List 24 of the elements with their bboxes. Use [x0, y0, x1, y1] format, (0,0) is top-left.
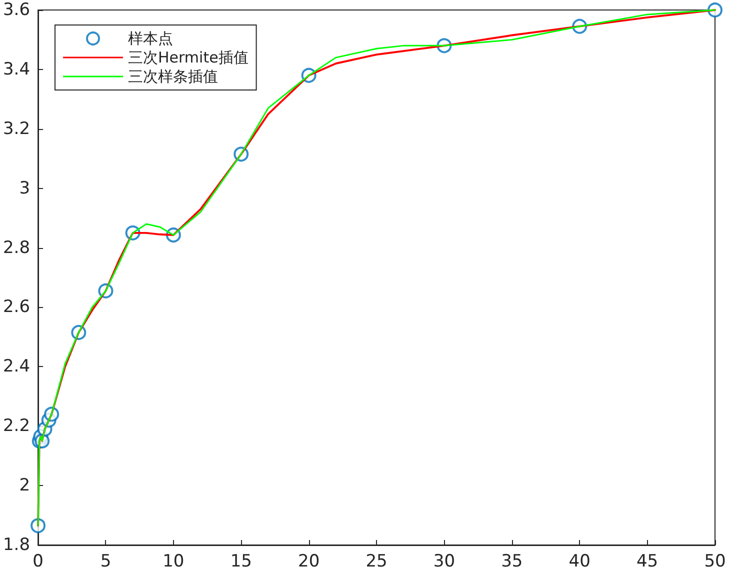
- y-tick-label: 2.8: [2, 238, 30, 258]
- x-tick-label: 50: [704, 552, 726, 572]
- y-tick-label: 3.4: [2, 59, 30, 80]
- x-tick-label: 15: [230, 552, 252, 572]
- legend-label: 样本点: [128, 30, 173, 48]
- y-tick-label: 1.8: [2, 535, 30, 555]
- x-tick-label: 0: [32, 552, 44, 572]
- x-tick-label: 25: [366, 552, 388, 572]
- x-tick-label: 5: [100, 552, 112, 572]
- y-tick-label: 2.4: [2, 356, 30, 377]
- y-tick-label: 3: [19, 178, 30, 198]
- y-tick-label: 2: [19, 476, 30, 496]
- x-tick-label: 10: [162, 552, 184, 572]
- y-tick-label: 2.6: [2, 297, 30, 318]
- legend-label: 三次样条插值: [128, 68, 218, 86]
- y-tick-label: 3.2: [2, 118, 30, 139]
- x-tick-label: 20: [298, 552, 320, 572]
- x-tick-label: 35: [501, 552, 523, 572]
- y-tick-label: 2.2: [2, 416, 30, 436]
- x-tick-label: 40: [568, 552, 590, 572]
- x-tick-label: 45: [636, 552, 658, 572]
- legend-label: 三次Hermite插值: [128, 48, 248, 66]
- x-tick-label: 30: [433, 552, 456, 572]
- y-tick-label: 3.6: [2, 0, 30, 20]
